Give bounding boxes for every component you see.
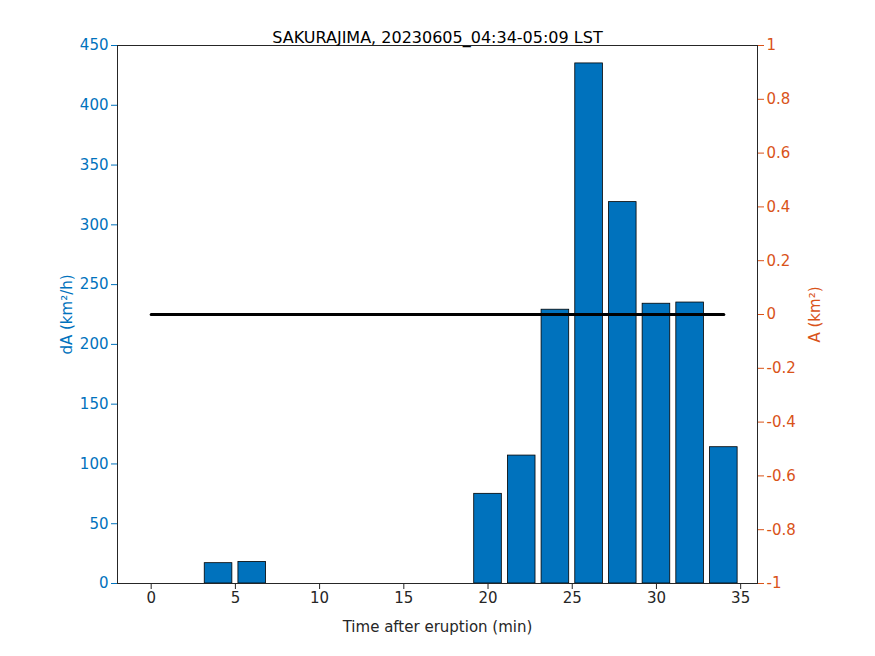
svg-text:300: 300 (80, 216, 109, 234)
svg-text:250: 250 (80, 275, 109, 293)
svg-text:-0.2: -0.2 (767, 359, 796, 377)
svg-text:1: 1 (767, 36, 777, 54)
svg-text:-0.6: -0.6 (767, 467, 796, 485)
svg-text:20: 20 (478, 589, 497, 607)
svg-text:Time after eruption (min): Time after eruption (min) (342, 618, 533, 636)
svg-text:15: 15 (394, 589, 413, 607)
svg-text:25: 25 (563, 589, 582, 607)
svg-text:150: 150 (80, 395, 109, 413)
svg-text:0.4: 0.4 (767, 198, 791, 216)
svg-text:A (km²): A (km²) (806, 286, 824, 342)
svg-text:0: 0 (99, 574, 109, 592)
svg-text:0: 0 (767, 305, 777, 323)
svg-text:SAKURAJIMA, 20230605_04:34-05:: SAKURAJIMA, 20230605_04:34-05:09 LST (272, 28, 603, 48)
svg-text:50: 50 (89, 515, 108, 533)
svg-text:35: 35 (731, 589, 750, 607)
svg-text:dA (km²/h): dA (km²/h) (58, 274, 76, 354)
svg-text:0: 0 (146, 589, 156, 607)
svg-text:5: 5 (231, 589, 241, 607)
svg-text:350: 350 (80, 156, 109, 174)
svg-text:400: 400 (80, 96, 109, 114)
svg-text:200: 200 (80, 335, 109, 353)
svg-text:30: 30 (647, 589, 666, 607)
svg-text:450: 450 (80, 36, 109, 54)
svg-text:10: 10 (310, 589, 329, 607)
svg-text:0.8: 0.8 (767, 90, 791, 108)
svg-text:100: 100 (80, 455, 109, 473)
svg-text:0.2: 0.2 (767, 252, 791, 270)
svg-text:0.6: 0.6 (767, 144, 791, 162)
svg-text:-0.8: -0.8 (767, 521, 796, 539)
svg-text:-1: -1 (767, 574, 782, 592)
svg-text:-0.4: -0.4 (767, 413, 796, 431)
